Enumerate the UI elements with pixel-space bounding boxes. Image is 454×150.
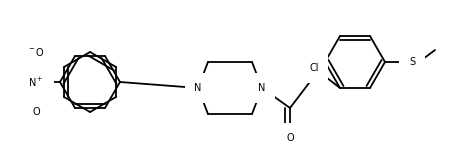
Text: O: O bbox=[32, 107, 40, 117]
Text: O: O bbox=[286, 133, 294, 143]
Text: S: S bbox=[409, 57, 415, 67]
Text: $^-$O: $^-$O bbox=[27, 46, 45, 58]
Text: N: N bbox=[258, 83, 266, 93]
Text: Cl: Cl bbox=[309, 63, 319, 73]
Text: N$^+$: N$^+$ bbox=[28, 75, 44, 88]
Text: N: N bbox=[194, 83, 202, 93]
